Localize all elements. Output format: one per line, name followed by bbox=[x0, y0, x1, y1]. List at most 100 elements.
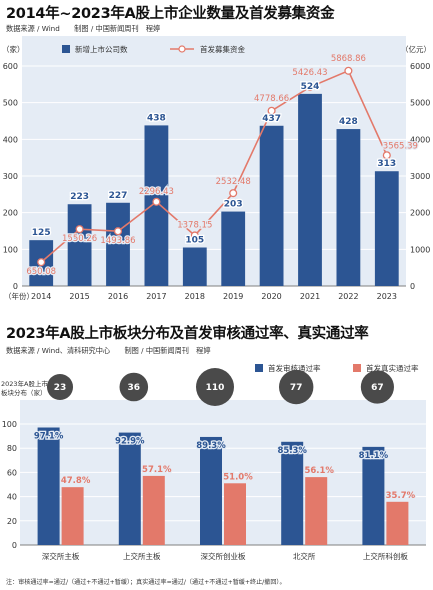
legend-line-marker bbox=[178, 45, 186, 53]
board-count-value: 67 bbox=[371, 383, 384, 393]
x-tick-label: 北交所 bbox=[293, 551, 316, 561]
chart2-svg: 0 20 40 60 80 100 首发审核通过率 首发真实通过率 2023年A股上市板块分布（… bbox=[1, 363, 426, 561]
x-axis-label: （年份） bbox=[4, 291, 34, 301]
left-axis-unit: （家） bbox=[2, 44, 25, 54]
legend-b-swatch bbox=[353, 364, 361, 372]
left-tick-label: 400 bbox=[3, 135, 18, 144]
funding-point-2018 bbox=[190, 231, 199, 240]
left-tick-label: 600 bbox=[3, 62, 18, 71]
right-tick-label: 6000 bbox=[410, 62, 430, 71]
bar-2023 bbox=[374, 171, 399, 286]
bar-audit-rate bbox=[37, 427, 60, 545]
x-tick-label: 上交所科创板 bbox=[363, 551, 408, 561]
x-tick-label: 2021 bbox=[300, 292, 320, 301]
y-tick-label: 0 bbox=[12, 541, 17, 550]
real-rate-label: 47.8% bbox=[61, 476, 91, 486]
right-axis-unit: （亿元） bbox=[401, 44, 431, 54]
funding-point-2020 bbox=[267, 106, 276, 115]
board-count-value: 77 bbox=[290, 383, 303, 393]
audit-rate-label: 85.3% bbox=[277, 446, 307, 456]
x-tick-label: 2023 bbox=[377, 292, 397, 301]
bar-2015 bbox=[67, 204, 92, 286]
bar-audit-rate bbox=[362, 446, 385, 545]
bar-value-label: 437 bbox=[262, 114, 281, 124]
audit-rate-label: 89.3% bbox=[196, 441, 226, 451]
bar-value-label: 227 bbox=[109, 191, 128, 201]
funding-point-2022 bbox=[344, 66, 353, 75]
funding-line bbox=[40, 69, 388, 263]
left-tick-label: 300 bbox=[3, 172, 18, 181]
bar-real-rate bbox=[61, 487, 84, 545]
board-count-bubble bbox=[46, 373, 74, 401]
board-count-bubble bbox=[196, 368, 234, 406]
bar-2020 bbox=[259, 125, 284, 287]
y-tick-label: 80 bbox=[7, 444, 17, 453]
chart2-title: 2023年A股上市板块分布及首发审核通过率、真实通过率 bbox=[6, 326, 369, 342]
real-rate-label: 35.7% bbox=[386, 491, 416, 501]
board-count-label-2: 板块分布（家） bbox=[1, 388, 47, 397]
board-count-value: 110 bbox=[206, 383, 225, 393]
right-tick-label: 4000 bbox=[410, 135, 430, 144]
legend-a-swatch bbox=[255, 364, 263, 372]
chart1-title: 2014年~2023年A股上市企业数量及首发募集资金 bbox=[6, 6, 335, 22]
legend-b-label: 首发真实通过率 bbox=[366, 363, 419, 373]
legend-line-label: 首发募集资金 bbox=[200, 44, 245, 54]
funding-value-label: 2296.43 bbox=[139, 187, 174, 197]
bar-value-label: 223 bbox=[70, 192, 89, 202]
bar-value-label: 438 bbox=[147, 113, 166, 123]
bar-2022 bbox=[336, 129, 361, 286]
funding-value-label: 1493.86 bbox=[100, 236, 135, 246]
bar-value-label: 428 bbox=[339, 117, 358, 127]
audit-rate-label: 97.1% bbox=[34, 432, 64, 442]
bar-2016 bbox=[106, 202, 130, 286]
x-tick-label: 深交所创业板 bbox=[201, 551, 246, 561]
left-tick-label: 500 bbox=[3, 99, 18, 108]
funding-value-label: 3565.39 bbox=[383, 141, 418, 151]
board-count-value: 36 bbox=[128, 383, 141, 393]
bar-value-label: 105 bbox=[185, 236, 204, 246]
real-rate-label: 57.1% bbox=[142, 465, 172, 475]
right-tick-label: 1000 bbox=[410, 245, 430, 254]
x-tick-label: 上交所主板 bbox=[123, 551, 161, 561]
board-count-label-1: 2023年A股上市 bbox=[1, 379, 48, 388]
bar-real-rate bbox=[224, 483, 246, 545]
x-tick-label: 2016 bbox=[108, 292, 128, 301]
legend-bar-swatch bbox=[62, 45, 70, 53]
x-tick-label: 2022 bbox=[338, 292, 358, 301]
audit-rate-label: 92.9% bbox=[115, 437, 145, 447]
left-tick-label: 100 bbox=[3, 245, 18, 254]
funding-value-label: 4778.66 bbox=[254, 94, 289, 104]
funding-value-label: 1550.26 bbox=[62, 234, 97, 244]
y-tick-label: 40 bbox=[7, 493, 17, 502]
funding-point-2014 bbox=[37, 258, 46, 267]
bar-value-label: 125 bbox=[32, 228, 51, 238]
funding-point-2021 bbox=[305, 82, 315, 92]
bar-2018 bbox=[182, 247, 207, 286]
legend-bar-label: 新增上市公司数 bbox=[75, 44, 128, 54]
bar-real-rate bbox=[386, 501, 409, 545]
bar-audit-rate bbox=[118, 432, 141, 545]
bar-2021 bbox=[298, 93, 322, 286]
y-tick-label: 100 bbox=[2, 420, 17, 429]
x-tick-label: 2019 bbox=[223, 292, 243, 301]
funding-value-label: 2532.48 bbox=[216, 177, 251, 187]
right-tick-label: 5000 bbox=[410, 99, 430, 108]
bar-value-label: 313 bbox=[377, 159, 396, 169]
bar-real-rate bbox=[142, 475, 165, 545]
funding-value-label: 650.08 bbox=[26, 267, 56, 277]
real-rate-label: 51.0% bbox=[223, 472, 253, 482]
left-tick-label: 0 bbox=[13, 282, 18, 291]
bar-value-label: 203 bbox=[224, 200, 243, 210]
funding-point-2017 bbox=[152, 197, 161, 206]
x-tick-label: 深交所主板 bbox=[42, 551, 80, 561]
bar-real-rate bbox=[305, 477, 328, 545]
x-tick-label: 2017 bbox=[146, 292, 166, 301]
x-tick-label: 2014 bbox=[31, 292, 51, 301]
bar-audit-rate bbox=[281, 441, 304, 545]
y-tick-label: 60 bbox=[7, 468, 17, 477]
right-tick-label: 3000 bbox=[410, 172, 430, 181]
real-rate-label: 56.1% bbox=[304, 466, 334, 476]
funding-point-2019 bbox=[229, 189, 238, 198]
board-count-bubble bbox=[360, 370, 394, 404]
audit-rate-label: 81.1% bbox=[359, 451, 389, 461]
